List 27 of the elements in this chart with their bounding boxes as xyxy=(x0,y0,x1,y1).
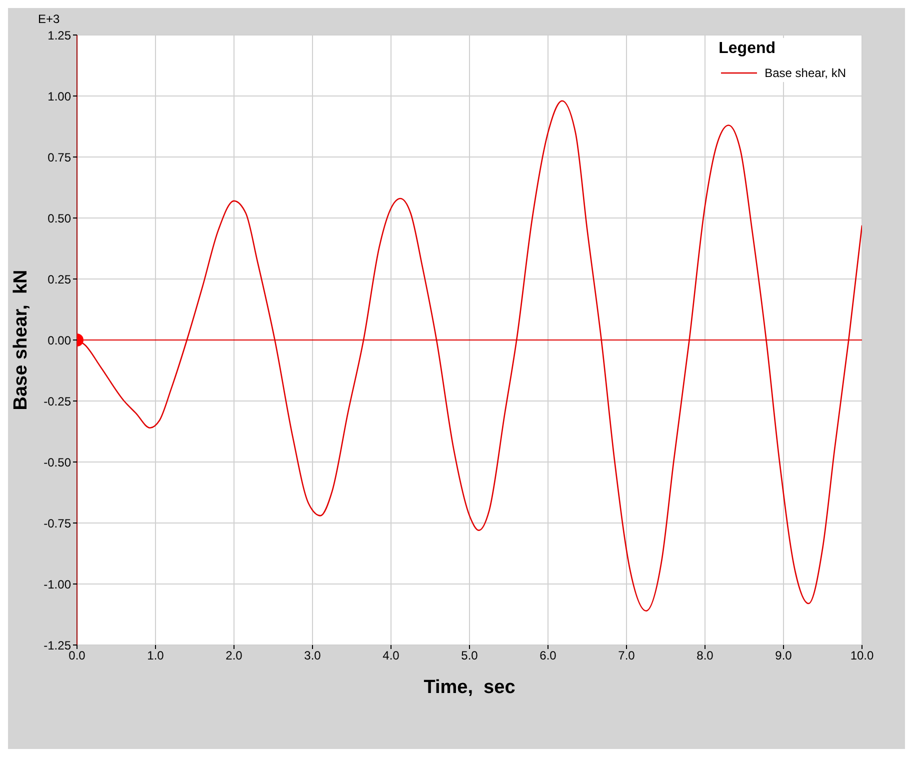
y-tick-label: -0.75 xyxy=(44,516,72,530)
x-tick-label: 10.0 xyxy=(850,648,874,663)
legend-title: Legend xyxy=(718,40,777,58)
y-axis-title: Base shear, kN xyxy=(10,270,32,410)
y-tick-label: -0.50 xyxy=(44,455,72,470)
legend-label: Base shear, kN xyxy=(764,66,846,80)
x-tick-label: 2.0 xyxy=(226,648,243,663)
x-tick-label: 6.0 xyxy=(540,648,557,663)
y-tick-label: 0.00 xyxy=(48,333,72,348)
x-axis-title: Time, sec xyxy=(424,677,516,698)
y-tick-label: 1.00 xyxy=(48,89,72,104)
x-tick-label: 5.0 xyxy=(461,648,478,663)
x-tick-label: 3.0 xyxy=(304,648,322,663)
x-tick-label: 8.0 xyxy=(696,648,714,663)
x-tick-label: 9.0 xyxy=(775,648,792,663)
y-tick-label: -1.25 xyxy=(44,638,72,652)
y-tick-label: -0.25 xyxy=(44,394,72,408)
y-tick-label: 0.75 xyxy=(48,150,72,164)
y-tick-label: 1.25 xyxy=(48,28,72,42)
y-tick-label: -1.00 xyxy=(44,577,72,592)
y-tick-label: 0.25 xyxy=(48,272,72,286)
y-tick-label: 0.50 xyxy=(48,211,72,226)
text: E+3 xyxy=(38,12,60,26)
x-tick-label: 0.0 xyxy=(68,648,86,663)
x-tick-label: 4.0 xyxy=(382,648,400,663)
x-tick-label: 1.0 xyxy=(147,648,164,663)
x-tick-label: 7.0 xyxy=(618,648,636,663)
